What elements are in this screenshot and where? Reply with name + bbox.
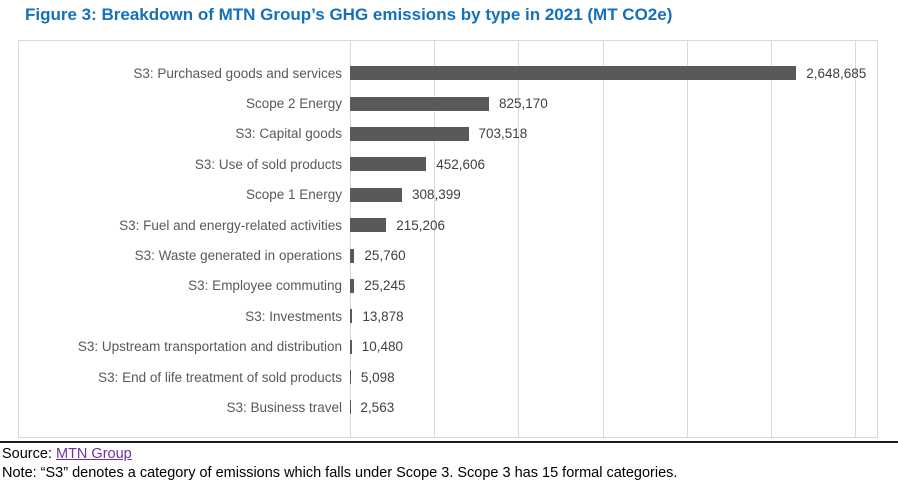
bar-zone: 308,399: [350, 180, 877, 210]
footer-divider: [0, 441, 898, 443]
chart-rows: S3: Purchased goods and services 2,648,68…: [19, 58, 877, 423]
bar: [350, 66, 797, 81]
chart-row: S3: Purchased goods and services 2,648,68…: [19, 58, 877, 88]
chart-row: Scope 2 Energy 825,170: [19, 88, 877, 118]
chart-row: S3: Use of sold products 452,606: [19, 149, 877, 179]
category-label: S3: Business travel: [226, 399, 342, 415]
category-label: S3: Fuel and energy-related activities: [119, 217, 342, 233]
chart-row: S3: Investments 13,878: [19, 301, 877, 331]
category-label: S3: Upstream transportation and distribu…: [77, 339, 342, 355]
category-label: S3: Use of sold products: [194, 156, 342, 172]
source-prefix-label: Source:: [2, 446, 56, 462]
chart-row: S3: Capital goods 703,518: [19, 119, 877, 149]
value-label: 13,878: [362, 308, 404, 324]
page-title: Figure 3: Breakdown of MTN Group’s GHG e…: [25, 5, 673, 24]
gridline: [686, 41, 688, 437]
bar-zone: 2,563: [350, 392, 877, 422]
category-label: Scope 2 Energy: [245, 96, 342, 112]
chart-row: S3: Employee commuting 25,245: [19, 271, 877, 301]
chart-row: S3: Waste generated in operations 25,760: [19, 240, 877, 270]
note-text: Note: “S3” denotes a category of emissio…: [2, 465, 678, 481]
category-label: S3: Capital goods: [235, 126, 342, 142]
bar: [350, 126, 469, 141]
grid-layer: [350, 41, 877, 437]
gridline: [350, 41, 351, 437]
bar: [350, 278, 355, 293]
bar: [350, 187, 402, 202]
bar: [350, 157, 427, 172]
value-label: 2,648,685: [806, 65, 867, 81]
bar: [350, 370, 351, 385]
bar-chart: S3: Purchased goods and services 2,648,68…: [18, 40, 878, 438]
bar: [350, 218, 387, 233]
chart-row: S3: Upstream transportation and distribu…: [19, 332, 877, 362]
gridline: [771, 41, 773, 437]
category-label: S3: Employee commuting: [188, 278, 342, 294]
category-label: Scope 1 Energy: [245, 187, 342, 203]
bar-zone: 13,878: [350, 301, 877, 331]
bar: [350, 248, 355, 263]
value-label: 308,399: [411, 187, 461, 203]
value-label: 452,606: [436, 156, 486, 172]
source-link[interactable]: MTN Group: [56, 446, 132, 462]
value-label: 2,563: [360, 399, 395, 415]
chart-row: S3: End of life treatment of sold produc…: [19, 362, 877, 392]
category-label: S3: Waste generated in operations: [134, 248, 342, 264]
chart-row: Scope 1 Energy 308,399: [19, 180, 877, 210]
value-label: 10,480: [361, 339, 404, 355]
value-label: 25,760: [364, 248, 406, 264]
bar: [350, 309, 353, 324]
gridline: [602, 41, 604, 437]
chart-row: S3: Business travel 2,563: [19, 392, 877, 422]
bar-zone: 215,206: [350, 210, 877, 240]
category-label: S3: Purchased goods and services: [133, 65, 342, 81]
bar-zone: 703,518: [350, 119, 877, 149]
bar-zone: 25,245: [350, 271, 877, 301]
bar-zone: 825,170: [350, 88, 877, 118]
value-label: 5,098: [360, 369, 395, 385]
bar-zone: 2,648,685: [350, 58, 877, 88]
bar: [350, 96, 490, 111]
value-label: 215,206: [396, 217, 446, 233]
bar-zone: 5,098: [350, 362, 877, 392]
value-label: 825,170: [499, 96, 548, 112]
category-label: S3: Investments: [245, 308, 342, 324]
bar-zone: 452,606: [350, 149, 877, 179]
bar-zone: 25,760: [350, 240, 877, 270]
value-label: 25,245: [364, 278, 406, 294]
value-label: 703,518: [478, 126, 528, 142]
chart-row: S3: Fuel and energy-related activities 21…: [19, 210, 877, 240]
source-line: Source: MTN Group: [2, 446, 132, 462]
gridline: [434, 41, 436, 437]
gridline: [855, 41, 857, 437]
bar: [350, 339, 352, 354]
bar-zone: 10,480: [350, 332, 877, 362]
gridline: [518, 41, 520, 437]
category-label: S3: End of life treatment of sold produc…: [98, 369, 342, 385]
